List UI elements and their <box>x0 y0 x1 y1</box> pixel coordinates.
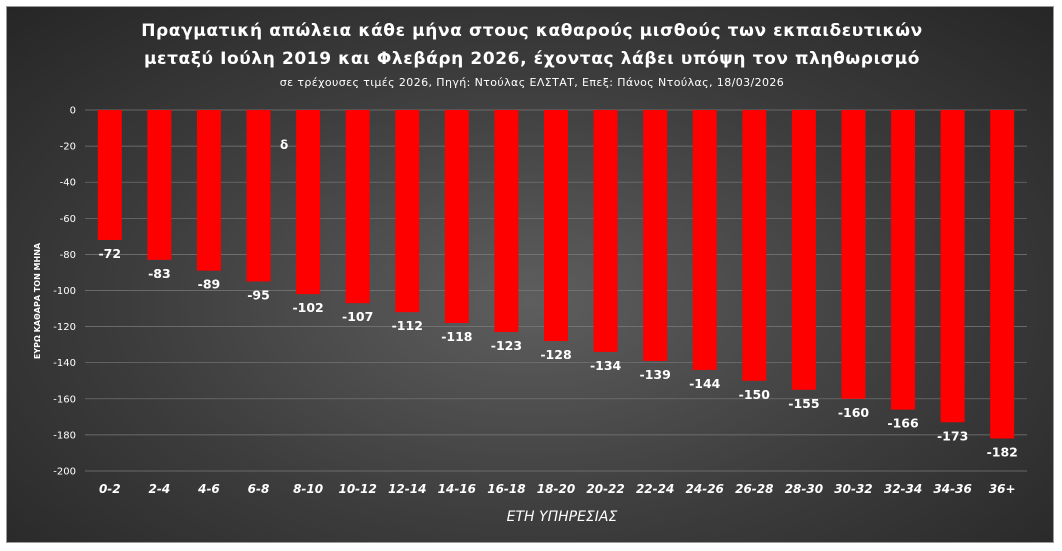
x-tick-label: 2-4 <box>149 482 171 496</box>
data-label: -166 <box>887 416 919 431</box>
chart-title-line1: Πραγματική απώλεια κάθε μήνα στους καθαρ… <box>141 21 923 41</box>
y-tick-label: -160 <box>53 394 76 405</box>
data-label: -102 <box>292 300 323 315</box>
bar <box>494 110 519 333</box>
chart-frame <box>6 6 1054 543</box>
data-label: -139 <box>640 367 671 382</box>
bar <box>296 110 321 295</box>
bar <box>345 110 370 304</box>
data-label: -123 <box>491 338 522 353</box>
bar <box>444 110 469 323</box>
x-tick-label: 4-6 <box>197 482 220 496</box>
x-tick-label: 24-26 <box>686 482 724 496</box>
data-label: -128 <box>540 347 571 362</box>
annotation-text: δ <box>280 138 288 152</box>
bar <box>940 110 965 423</box>
x-tick-label: 20-22 <box>586 482 624 496</box>
x-tick-label: 12-14 <box>388 482 426 496</box>
chart-title-line2: μεταξύ Ιούλη 2019 και Φλεβάρη 2026, έχον… <box>144 49 920 69</box>
data-label: -144 <box>689 376 721 391</box>
x-tick-label: 30-32 <box>834 482 872 496</box>
chart-subtitle: σε τρέχουσες τιμές 2026, Πηγή: Ντούλας Ε… <box>280 76 784 89</box>
bar <box>196 110 221 271</box>
data-label: -83 <box>148 266 171 281</box>
data-label: -72 <box>98 246 121 261</box>
y-tick-label: -60 <box>60 214 76 225</box>
bar <box>246 110 271 282</box>
data-label: -182 <box>987 445 1018 460</box>
x-axis-label: ΕΤΗ ΥΠΗΡΕΣΙΑΣ <box>507 509 618 525</box>
x-tick-label: 6-8 <box>248 482 270 496</box>
y-tick-label: -40 <box>60 178 76 189</box>
data-label: -89 <box>198 277 221 292</box>
x-tick-label: 22-24 <box>636 482 674 496</box>
data-label: -155 <box>788 396 819 411</box>
data-label: -112 <box>392 318 423 333</box>
data-label: -118 <box>441 329 472 344</box>
x-tick-label: 16-18 <box>487 482 525 496</box>
bar <box>395 110 420 313</box>
x-tick-label: 18-20 <box>537 482 575 496</box>
x-tick-label: 28-30 <box>785 482 823 496</box>
y-tick-label: -100 <box>53 286 76 297</box>
x-tick-label: 10-12 <box>338 482 376 496</box>
y-tick-label: -180 <box>53 430 76 441</box>
data-labels: -72 -83 -89 -95 -102 -107 -112 -118 -123 -128 -134… <box>98 246 1017 460</box>
bar <box>891 110 916 410</box>
bars <box>97 110 1015 439</box>
y-tick-label: -140 <box>53 358 76 369</box>
data-label: -160 <box>838 405 870 420</box>
x-tick-label: 34-36 <box>933 482 971 496</box>
data-label: -95 <box>247 287 270 302</box>
y-tick-label: -120 <box>53 322 76 333</box>
y-tick-label: -20 <box>60 142 76 153</box>
x-tick-label: 14-16 <box>438 482 476 496</box>
x-tick-label: 26-28 <box>735 482 773 496</box>
y-tick-label: -200 <box>53 467 76 478</box>
bar <box>544 110 568 342</box>
x-tick-label: 0-2 <box>99 482 121 496</box>
data-label: -107 <box>342 309 373 324</box>
x-tick-label: 32-34 <box>884 482 922 496</box>
y-axis-label: ΕΥΡΩ ΚΑΘΑΡΑ ΤΟΝ ΜΗΝΑ <box>33 242 42 359</box>
bar <box>643 110 668 361</box>
bar <box>147 110 172 260</box>
bar <box>97 110 122 240</box>
y-tick-label: -80 <box>60 250 76 261</box>
x-axis-ticks: 0-2 2-4 4-6 6-8 8-10 10-12 12-14 14-16 16-18 18-2… <box>99 482 1016 496</box>
data-label: -150 <box>739 387 771 402</box>
bar <box>841 110 866 399</box>
bar <box>990 110 1015 439</box>
bar <box>742 110 767 381</box>
data-label: -134 <box>590 358 622 373</box>
y-axis-ticks: 0 -20 -40 -60 -80 -100 -120 -140 -160 -180 -200 <box>53 106 76 478</box>
x-tick-label: 8-10 <box>293 482 323 496</box>
x-tick-label: 36+ <box>989 482 1016 496</box>
bar <box>692 110 717 370</box>
bar-chart: Πραγματική απώλεια κάθε μήνα στους καθαρ… <box>33 21 1027 525</box>
grid-layer <box>85 109 1027 472</box>
bar <box>593 110 618 352</box>
y-tick-label: 0 <box>70 106 76 117</box>
bar <box>791 110 816 390</box>
data-label: -173 <box>937 428 968 443</box>
